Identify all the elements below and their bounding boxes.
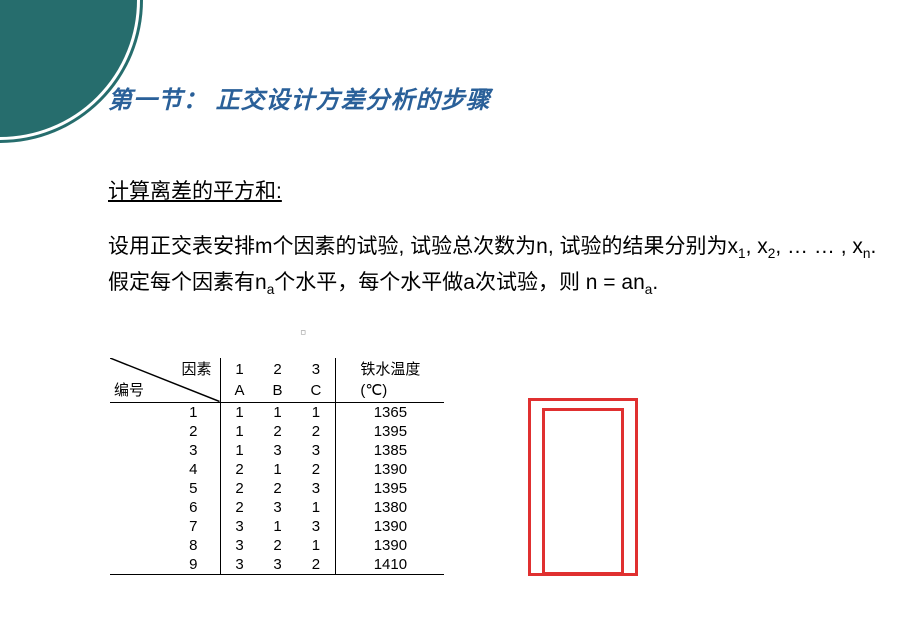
diag-label-top: 因素 <box>181 360 211 379</box>
row-id: 8 <box>110 536 220 555</box>
result-header-2: (℃) <box>336 380 445 402</box>
cell-a: 2 <box>220 498 259 517</box>
row-id: 1 <box>110 402 220 422</box>
cell-b: 2 <box>259 479 297 498</box>
cell-c: 2 <box>297 555 336 575</box>
body-text-seg: , x <box>746 235 768 258</box>
table-row: 52231395 <box>110 479 444 498</box>
cell-a: 1 <box>220 422 259 441</box>
table-body: 1111136521221395313313854212139052231395… <box>110 402 444 574</box>
cell-c: 2 <box>297 460 336 479</box>
row-id: 7 <box>110 517 220 536</box>
cell-c: 1 <box>297 536 336 555</box>
col-header-num: 1 <box>220 358 259 380</box>
col-header-num: 3 <box>297 358 336 380</box>
cell-c: 3 <box>297 479 336 498</box>
cell-c: 3 <box>297 441 336 460</box>
content-area: 第一节： 正交设计方差分析的步骤 计算离差的平方和: 设用正交表安排m个因素的试… <box>108 80 880 302</box>
row-id: 6 <box>110 498 220 517</box>
result-header-1: 铁水温度 <box>336 358 445 380</box>
col-header-letter: A <box>220 380 259 402</box>
section-title: 第一节： 正交设计方差分析的步骤 <box>108 80 880 115</box>
cell-a: 3 <box>220 536 259 555</box>
body-text-seg: 个水平，每个水平做a次试验，则 n = an <box>274 271 644 294</box>
cell-result: 1365 <box>336 402 445 422</box>
cell-c: 1 <box>297 498 336 517</box>
orthogonal-table: 因素 编号 1 2 3 铁水温度 A B C (℃) 1111136521221… <box>110 358 444 575</box>
cell-b: 3 <box>259 498 297 517</box>
cell-c: 3 <box>297 517 336 536</box>
row-id: 9 <box>110 555 220 575</box>
cell-result: 1410 <box>336 555 445 575</box>
body-paragraph: 设用正交表安排m个因素的试验, 试验总次数为n, 试验的结果分别为x1, x2,… <box>108 229 880 302</box>
body-text-seg: . <box>652 271 658 294</box>
cell-result: 1390 <box>336 517 445 536</box>
tick-mark-icon: ▫ <box>300 322 306 343</box>
cell-b: 2 <box>259 536 297 555</box>
table-row: 31331385 <box>110 441 444 460</box>
cell-a: 2 <box>220 460 259 479</box>
highlight-box-inner <box>542 408 624 575</box>
highlight-box-outer <box>528 398 638 576</box>
body-text-seg: , … … , x <box>775 235 863 258</box>
cell-result: 1395 <box>336 479 445 498</box>
body-text-seg: 设用正交表安排m个因素的试验, 试验总次数为n, 试验的结果分别为x <box>108 235 738 258</box>
sub-heading: 计算离差的平方和: <box>108 175 880 205</box>
col-header-letter: C <box>297 380 336 402</box>
cell-result: 1385 <box>336 441 445 460</box>
data-table-container: 因素 编号 1 2 3 铁水温度 A B C (℃) 1111136521221… <box>110 358 444 575</box>
table-row: 21221395 <box>110 422 444 441</box>
table-row: 62311380 <box>110 498 444 517</box>
col-header-num: 2 <box>259 358 297 380</box>
col-header-letter: B <box>259 380 297 402</box>
cell-b: 3 <box>259 441 297 460</box>
cell-result: 1390 <box>336 536 445 555</box>
row-id: 2 <box>110 422 220 441</box>
table-row: 11111365 <box>110 402 444 422</box>
cell-b: 3 <box>259 555 297 575</box>
diag-label-bottom: 编号 <box>114 381 144 400</box>
cell-result: 1390 <box>336 460 445 479</box>
cell-c: 2 <box>297 422 336 441</box>
row-id: 3 <box>110 441 220 460</box>
table-row: 83211390 <box>110 536 444 555</box>
cell-b: 1 <box>259 517 297 536</box>
table-row: 93321410 <box>110 555 444 575</box>
cell-a: 1 <box>220 402 259 422</box>
cell-b: 2 <box>259 422 297 441</box>
cell-c: 1 <box>297 402 336 422</box>
cell-result: 1395 <box>336 422 445 441</box>
row-id: 4 <box>110 460 220 479</box>
cell-b: 1 <box>259 460 297 479</box>
cell-a: 3 <box>220 517 259 536</box>
table-row: 73131390 <box>110 517 444 536</box>
table-row: 42121390 <box>110 460 444 479</box>
cell-a: 2 <box>220 479 259 498</box>
diag-header-cell: 因素 编号 <box>110 358 220 402</box>
cell-result: 1380 <box>336 498 445 517</box>
cell-a: 3 <box>220 555 259 575</box>
cell-b: 1 <box>259 402 297 422</box>
subscript: 1 <box>738 246 746 261</box>
cell-a: 1 <box>220 441 259 460</box>
row-id: 5 <box>110 479 220 498</box>
